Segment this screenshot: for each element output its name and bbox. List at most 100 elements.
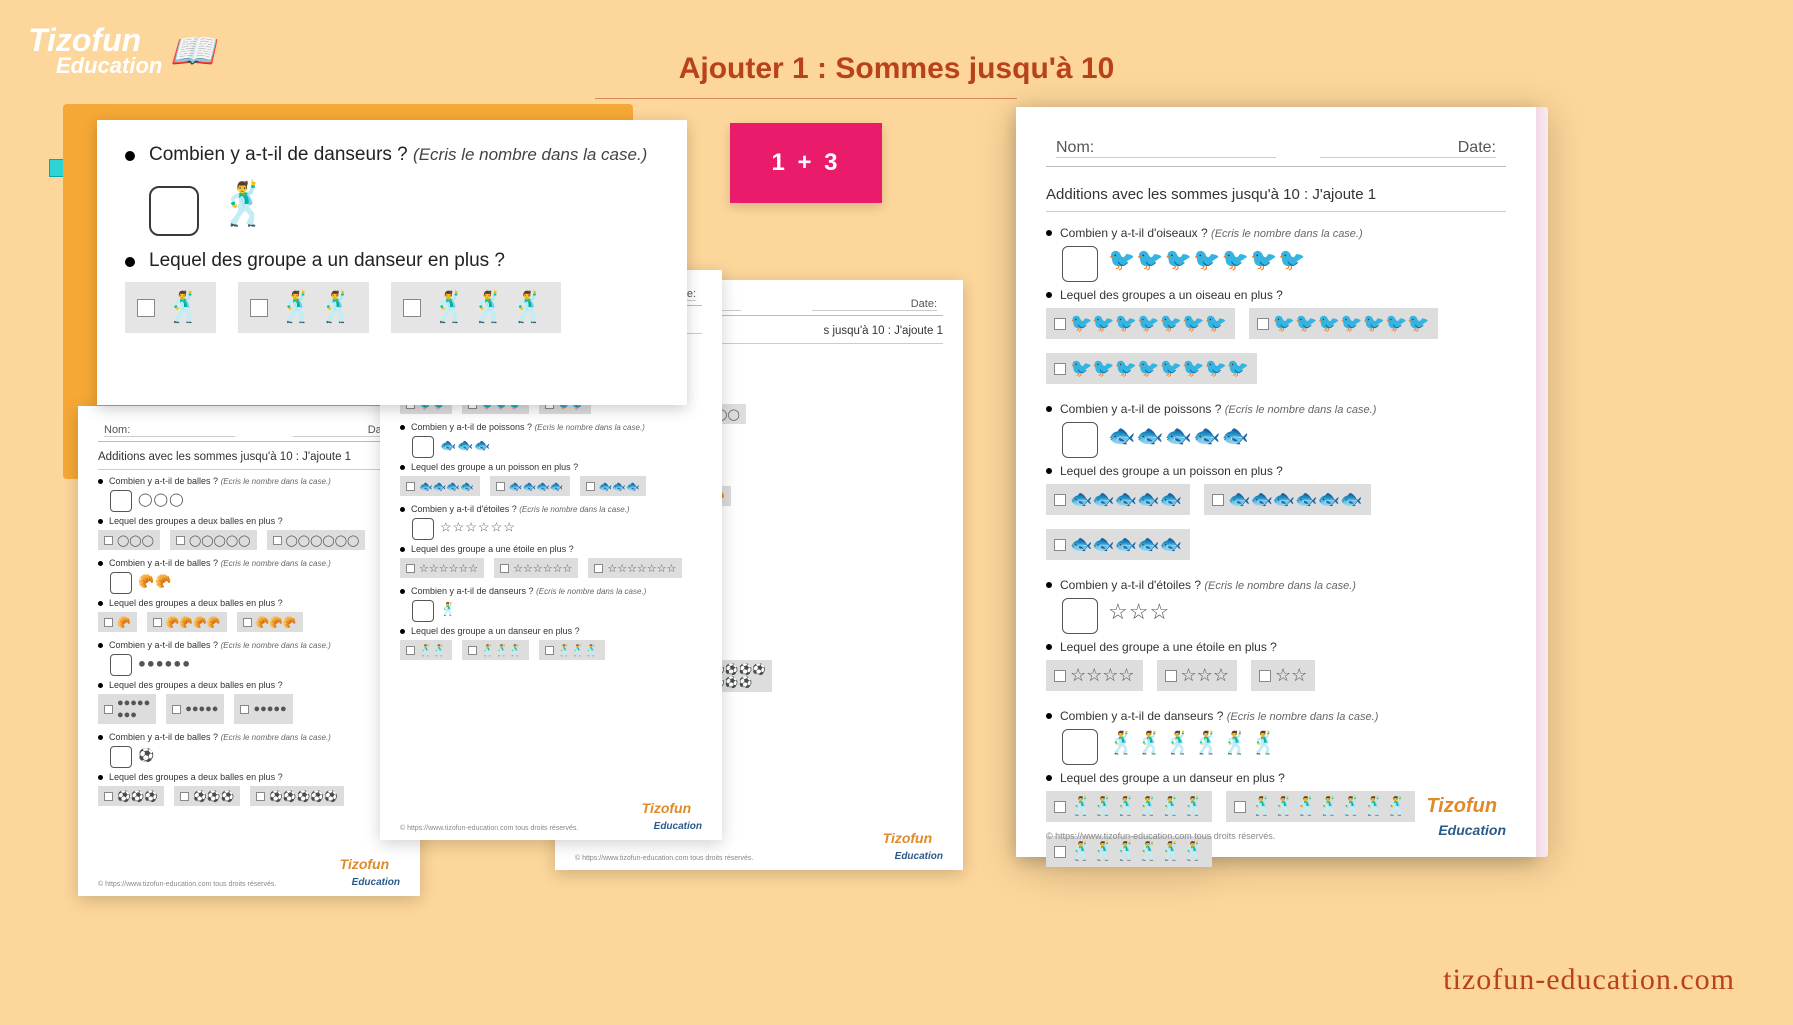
group-options: 🐟🐟🐟🐟🐟🐟🐟🐟🐟🐟🐟 [400,476,702,496]
group-glyphs: ◯◯◯◯◯ [189,534,251,547]
group-option[interactable]: 🥐🥐🥐🥐 [147,612,227,632]
group-option[interactable]: 🥐 [98,612,137,632]
answer-box[interactable] [1062,246,1098,282]
group-question: Lequel des groupes a deux balles en plus… [98,680,400,690]
answer-box[interactable] [110,490,132,512]
group-option[interactable]: ◯◯◯ [98,530,160,550]
answer-box[interactable] [412,518,434,540]
group-option[interactable]: 🐟🐟🐟🐟 [490,476,570,496]
group-options: ☆☆☆☆☆☆☆☆☆☆☆☆☆☆☆☆☆☆☆ [400,558,702,578]
question-line: Combien y a-t-il de danseurs ? (Ecris le… [400,586,702,596]
group-option[interactable]: 🐟🐟🐟🐟🐟 [1046,529,1190,560]
question-text: Combien y a-t-il de poissons ? (Ecris le… [1060,402,1376,416]
group-glyphs: 🐦🐦🐦🐦🐦🐦🐦🐦 [1070,358,1249,379]
group-option[interactable]: 🥐🥐🥐 [237,612,303,632]
group-glyphs: 🐦🐦🐦🐦🐦🐦🐦 [1273,313,1430,334]
checkbox-icon [496,482,505,491]
group-option[interactable]: 🐟🐟🐟 [580,476,646,496]
question-line: Combien y a-t-il de poissons ? (Ecris le… [1046,402,1506,416]
question-hint: (Ecris le nombre dans la case.) [221,477,331,486]
checkbox-icon [137,299,155,317]
question-hint: (Ecris le nombre dans la case.) [519,505,629,514]
date-label: Date: [293,424,395,437]
group-glyphs: 🕺 [165,290,204,325]
bullet-icon [98,735,103,740]
group-option[interactable]: ☆☆☆ [1157,660,1237,691]
question-line: Combien y a-t-il d'oiseaux ? (Ecris le n… [1046,226,1506,240]
answer-box[interactable] [1062,422,1098,458]
question-text: Combien y a-t-il d'étoiles ? (Ecris le n… [1060,578,1356,592]
group-glyphs: 🥐 [117,616,131,629]
group-option[interactable]: ☆☆☆☆ [1046,660,1143,691]
question-hint: (Ecris le nombre dans la case.) [1204,580,1356,592]
operation-badge: 1 + 3 [730,123,882,203]
answer-box[interactable] [110,572,132,594]
group-option[interactable]: ●●●●● [166,694,224,724]
question-hint: (Ecris le nombre dans la case.) [221,641,331,650]
count-icons: ☆☆☆ [1108,599,1170,624]
group-option[interactable]: ⚽⚽⚽⚽⚽ [250,786,343,806]
question-text: Combien y a-t-il de poissons ? (Ecris le… [411,422,645,432]
answer-box[interactable] [110,654,132,676]
group-option[interactable]: ☆☆☆☆☆☆ [400,558,484,578]
question-hint: (Ecris le nombre dans la case.) [1225,404,1377,416]
worksheet-subtitle: Additions avec les sommes jusqu'à 10 : J… [98,448,400,470]
group-option[interactable]: ◯◯◯◯◯◯ [267,530,366,550]
answer-box[interactable] [149,186,199,236]
group-options: ☆☆☆☆☆☆☆☆☆ [1046,660,1506,691]
answer-box[interactable] [110,746,132,768]
question-line: Combien y a-t-il d'étoiles ? (Ecris le n… [400,504,702,514]
group-option[interactable]: ☆☆ [1251,660,1315,691]
checkbox-icon [104,792,113,801]
group-option[interactable]: 🕺🕺🕺 [462,640,528,660]
answer-box[interactable] [1062,598,1098,634]
group-option[interactable]: ⚽⚽⚽ [98,786,164,806]
group-option[interactable]: 🐟🐟🐟🐟 [400,476,480,496]
group-option[interactable]: ☆☆☆☆☆☆ [494,558,578,578]
group-options: 🥐🥐🥐🥐🥐🥐🥐🥐 [98,612,400,632]
question-line: Combien y a-t-il de danseurs ? (Ecris le… [1046,709,1506,723]
group-option[interactable]: 🕺🕺🕺 [539,640,605,660]
group-question: Lequel des groupe a un danseur en plus ? [400,626,702,636]
group-option[interactable]: ☆☆☆☆☆☆☆ [588,558,682,578]
group-option[interactable]: ●●●●● [234,694,292,724]
question-line: Combien y a-t-il de balles ? (Ecris le n… [98,558,400,568]
group-glyphs: 🥐🥐🥐 [256,616,297,629]
answer-box[interactable] [1062,729,1098,765]
group-option[interactable]: 🕺🕺 [238,282,369,333]
group-glyphs: ☆☆ [1275,665,1307,686]
date-label: Date: [1320,139,1496,158]
group-option[interactable]: 🐦🐦🐦🐦🐦🐦🐦 [1046,308,1235,339]
group-option[interactable]: 🕺🕺🕺 [391,282,561,333]
answer-box[interactable] [412,436,434,458]
group-option[interactable]: 🐦🐦🐦🐦🐦🐦🐦🐦 [1046,353,1257,384]
group-option[interactable]: ●●●●●●●● [98,694,156,724]
group-option[interactable]: 🐟🐟🐟🐟🐟 [1046,484,1190,515]
group-glyphs: 🐟🐟🐟🐟 [509,480,564,493]
group-glyphs: ●●●●● [185,703,218,715]
group-options: ◯◯◯◯◯◯◯◯◯◯◯◯◯◯ [98,530,400,550]
checkbox-icon [1257,318,1269,330]
group-option[interactable]: 🕺 [125,282,216,333]
checkbox-icon [273,536,282,545]
group-glyphs: 🐟🐟🐟 [599,480,640,493]
question-text: Combien y a-t-il de balles ? (Ecris le n… [109,558,331,568]
group-option[interactable]: 🐟🐟🐟🐟🐟🐟 [1204,484,1370,515]
overlay-q1: Combien y a-t-il de danseurs ? [149,144,408,165]
worksheet-left: Nom: Date: Additions avec les sommes jus… [78,406,420,896]
group-option[interactable]: ◯◯◯◯◯ [170,530,257,550]
group-glyphs: 🐟🐟🐟🐟🐟🐟 [1228,489,1362,510]
group-option[interactable]: 🐦🐦🐦🐦🐦🐦🐦 [1249,308,1438,339]
group-option[interactable]: 🕺🕺 [400,640,452,660]
checkbox-icon [256,792,265,801]
question-hint: (Ecris le nombre dans la case.) [1227,711,1379,723]
checkbox-icon [153,618,162,627]
checkbox-icon [1054,846,1066,858]
question-text: Combien y a-t-il de balles ? (Ecris le n… [109,640,331,650]
answer-box[interactable] [412,600,434,622]
question-line: Combien y a-t-il de balles ? (Ecris le n… [98,476,400,486]
bullet-icon [400,465,405,470]
group-option[interactable]: ⚽⚽⚽ [174,786,240,806]
footer-logo: TizofunEducation [340,856,400,888]
bullet-icon [98,561,103,566]
